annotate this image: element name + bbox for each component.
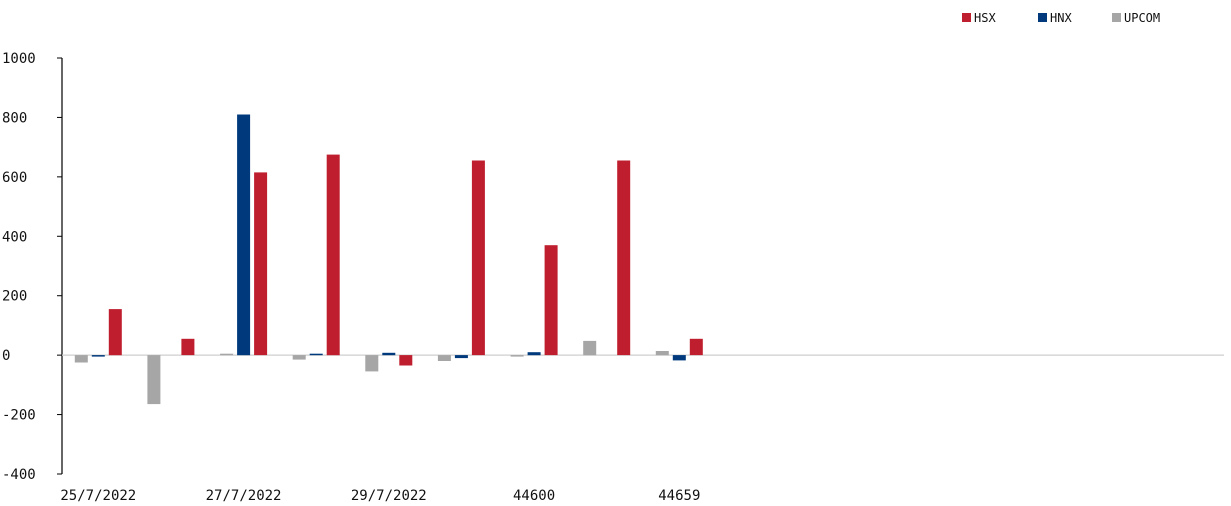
y-tick-label: 200 (2, 289, 27, 305)
bar-hsx (544, 245, 558, 356)
bar-hsx (617, 160, 631, 356)
bar-hnx (237, 114, 251, 356)
bar-hsx (108, 309, 122, 356)
y-tick-label: 800 (2, 110, 27, 126)
bar-hsx (689, 338, 703, 356)
y-tick-label: 400 (2, 229, 27, 245)
y-tick-label: -200 (2, 408, 36, 424)
bar-hnx (527, 352, 541, 356)
legend-label-hsx: HSX (974, 11, 996, 25)
legend-label-hnx: HNX (1050, 11, 1072, 25)
bar-upcom (365, 355, 379, 372)
bar-upcom (147, 355, 161, 405)
bar-upcom (655, 351, 669, 356)
legend: HSX HNX UPCOM (962, 11, 1160, 25)
bars (74, 114, 703, 405)
bar-upcom (510, 355, 524, 357)
bar-upcom (583, 340, 597, 356)
bar-hsx (326, 154, 340, 356)
x-tick-label: 25/7/2022 (60, 488, 136, 504)
axes: -400 -200 0 200 400 600 800 1000 25/7/2022 27/7/2… (2, 51, 1224, 504)
bar-upcom (220, 353, 234, 356)
bar-hnx (454, 355, 468, 359)
bar-upcom (74, 355, 88, 363)
bar-hsx (471, 160, 485, 356)
bar-hnx (309, 353, 323, 356)
x-tick-label: 29/7/2022 (351, 488, 427, 504)
bar-hnx (672, 355, 686, 361)
x-tick-label: 44659 (658, 488, 700, 504)
bar-hsx (181, 338, 195, 356)
legend-swatch-hsx (962, 13, 971, 22)
y-tick-label: 600 (2, 170, 27, 186)
legend-swatch-upcom (1112, 13, 1121, 22)
x-tick-label: 44600 (513, 488, 555, 504)
legend-label-upcom: UPCOM (1124, 11, 1160, 25)
x-tick-label: 27/7/2022 (206, 488, 282, 504)
bar-upcom (437, 355, 451, 361)
bar-hsx (254, 172, 268, 356)
bar-hnx (382, 352, 396, 356)
bar-hsx (399, 355, 413, 366)
y-tick-label: -400 (2, 467, 36, 483)
bar-upcom (292, 355, 306, 360)
legend-swatch-hnx (1038, 13, 1047, 22)
y-tick-label: 0 (2, 348, 10, 364)
y-tick-label: 1000 (2, 51, 36, 67)
bar-hnx (91, 355, 105, 357)
